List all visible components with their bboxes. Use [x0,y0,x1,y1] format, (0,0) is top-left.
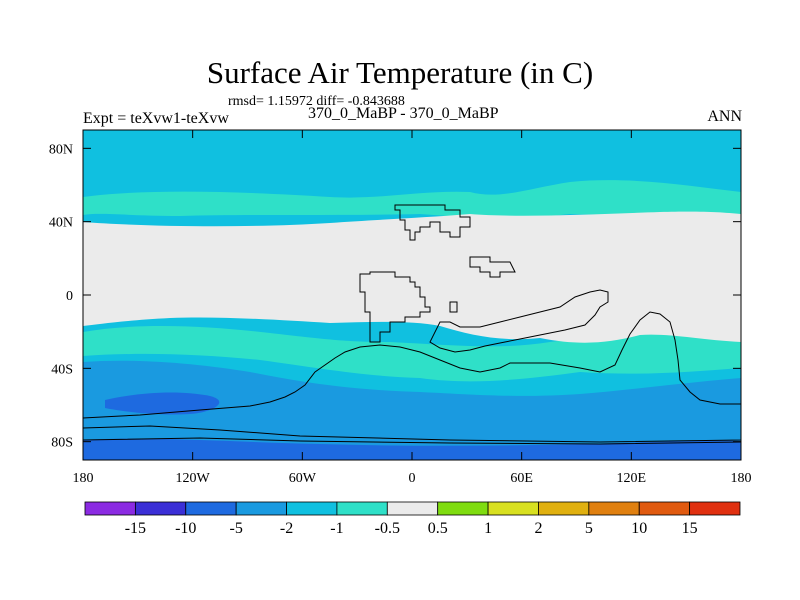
x-tick-label: 180 [73,471,94,486]
x-tick-label: 60W [289,471,317,486]
y-tick-label: 40S [51,362,73,377]
field-neutral-band [83,211,741,343]
colorbar-swatch [689,501,741,516]
field-dark-blue-south-edge [83,438,741,460]
field-dark-blue-patch [105,392,220,415]
coastline-layer [83,204,741,445]
colorbar-swatch [84,501,136,516]
colorbar-label: -5 [229,520,242,537]
colorbar-swatch [538,501,590,516]
coastline-asia-island [469,256,516,278]
coastline-europe [394,204,471,241]
x-tick-label: 0 [409,471,416,486]
colorbar-label: 5 [585,520,593,537]
coastline-southern-land [83,311,741,443]
y-tick-label: 80N [49,142,73,157]
colorbar-swatch [235,501,287,516]
y-tick-label: 40N [49,216,73,231]
chart-title: Surface Air Temperature (in C) [206,55,594,90]
colorbar-swatch [336,501,388,516]
x-axis: 180 120W 60W 0 60E 120E 180 [73,130,752,486]
subtitle-label: 370_0_MaBP - 370_0_MaBP [308,105,499,122]
colorbar-label: -1 [330,520,343,537]
coastline-asia-arc [429,289,609,353]
colorbar-swatch [437,501,489,516]
y-tick-label: 80S [51,436,73,451]
colorbar-swatch [185,501,237,516]
season-label: ANN [707,108,742,125]
colorbar-swatch [386,501,439,516]
colorbar-label: 10 [631,520,647,537]
colorbar-swatch [487,501,539,516]
colorbar-swatch [638,501,691,516]
colorbar-label: -15 [125,520,146,537]
x-tick-label: 120E [617,471,647,486]
y-tick-label: 0 [66,289,73,304]
x-tick-label: 60E [510,471,533,486]
colorbar-label: 1 [484,520,492,537]
colorbar-label: -10 [175,520,196,537]
colorbar-label: 2 [534,520,542,537]
colorbar-swatch [134,501,187,516]
colorbar-label: -2 [280,520,293,537]
x-tick-label: 120W [176,471,211,486]
map-field [83,130,741,460]
colorbar-swatch [286,501,338,516]
coastline-antarctic-edge [83,437,741,445]
colorbar-label: 0.5 [428,520,448,537]
colorbar-label: 15 [682,520,698,537]
stats-text: rmsd= 1.15972 diff= -0.843688 [228,94,405,109]
coastline-africa [359,271,431,343]
colorbar-swatch [588,501,640,516]
x-tick-label: 180 [731,471,752,486]
field-blue-south [83,360,741,460]
field-teal-north [83,180,741,218]
coastline-islet [449,301,458,313]
colorbar: -15 -10 -5 -2 -1 -0.5 0.5 1 2 5 10 15 [84,501,741,537]
colorbar-label: -0.5 [375,520,400,537]
experiment-label: Expt = teXvw1-teXvw [83,110,229,127]
y-axis: 80N 40N 0 40S 80S [49,142,741,451]
